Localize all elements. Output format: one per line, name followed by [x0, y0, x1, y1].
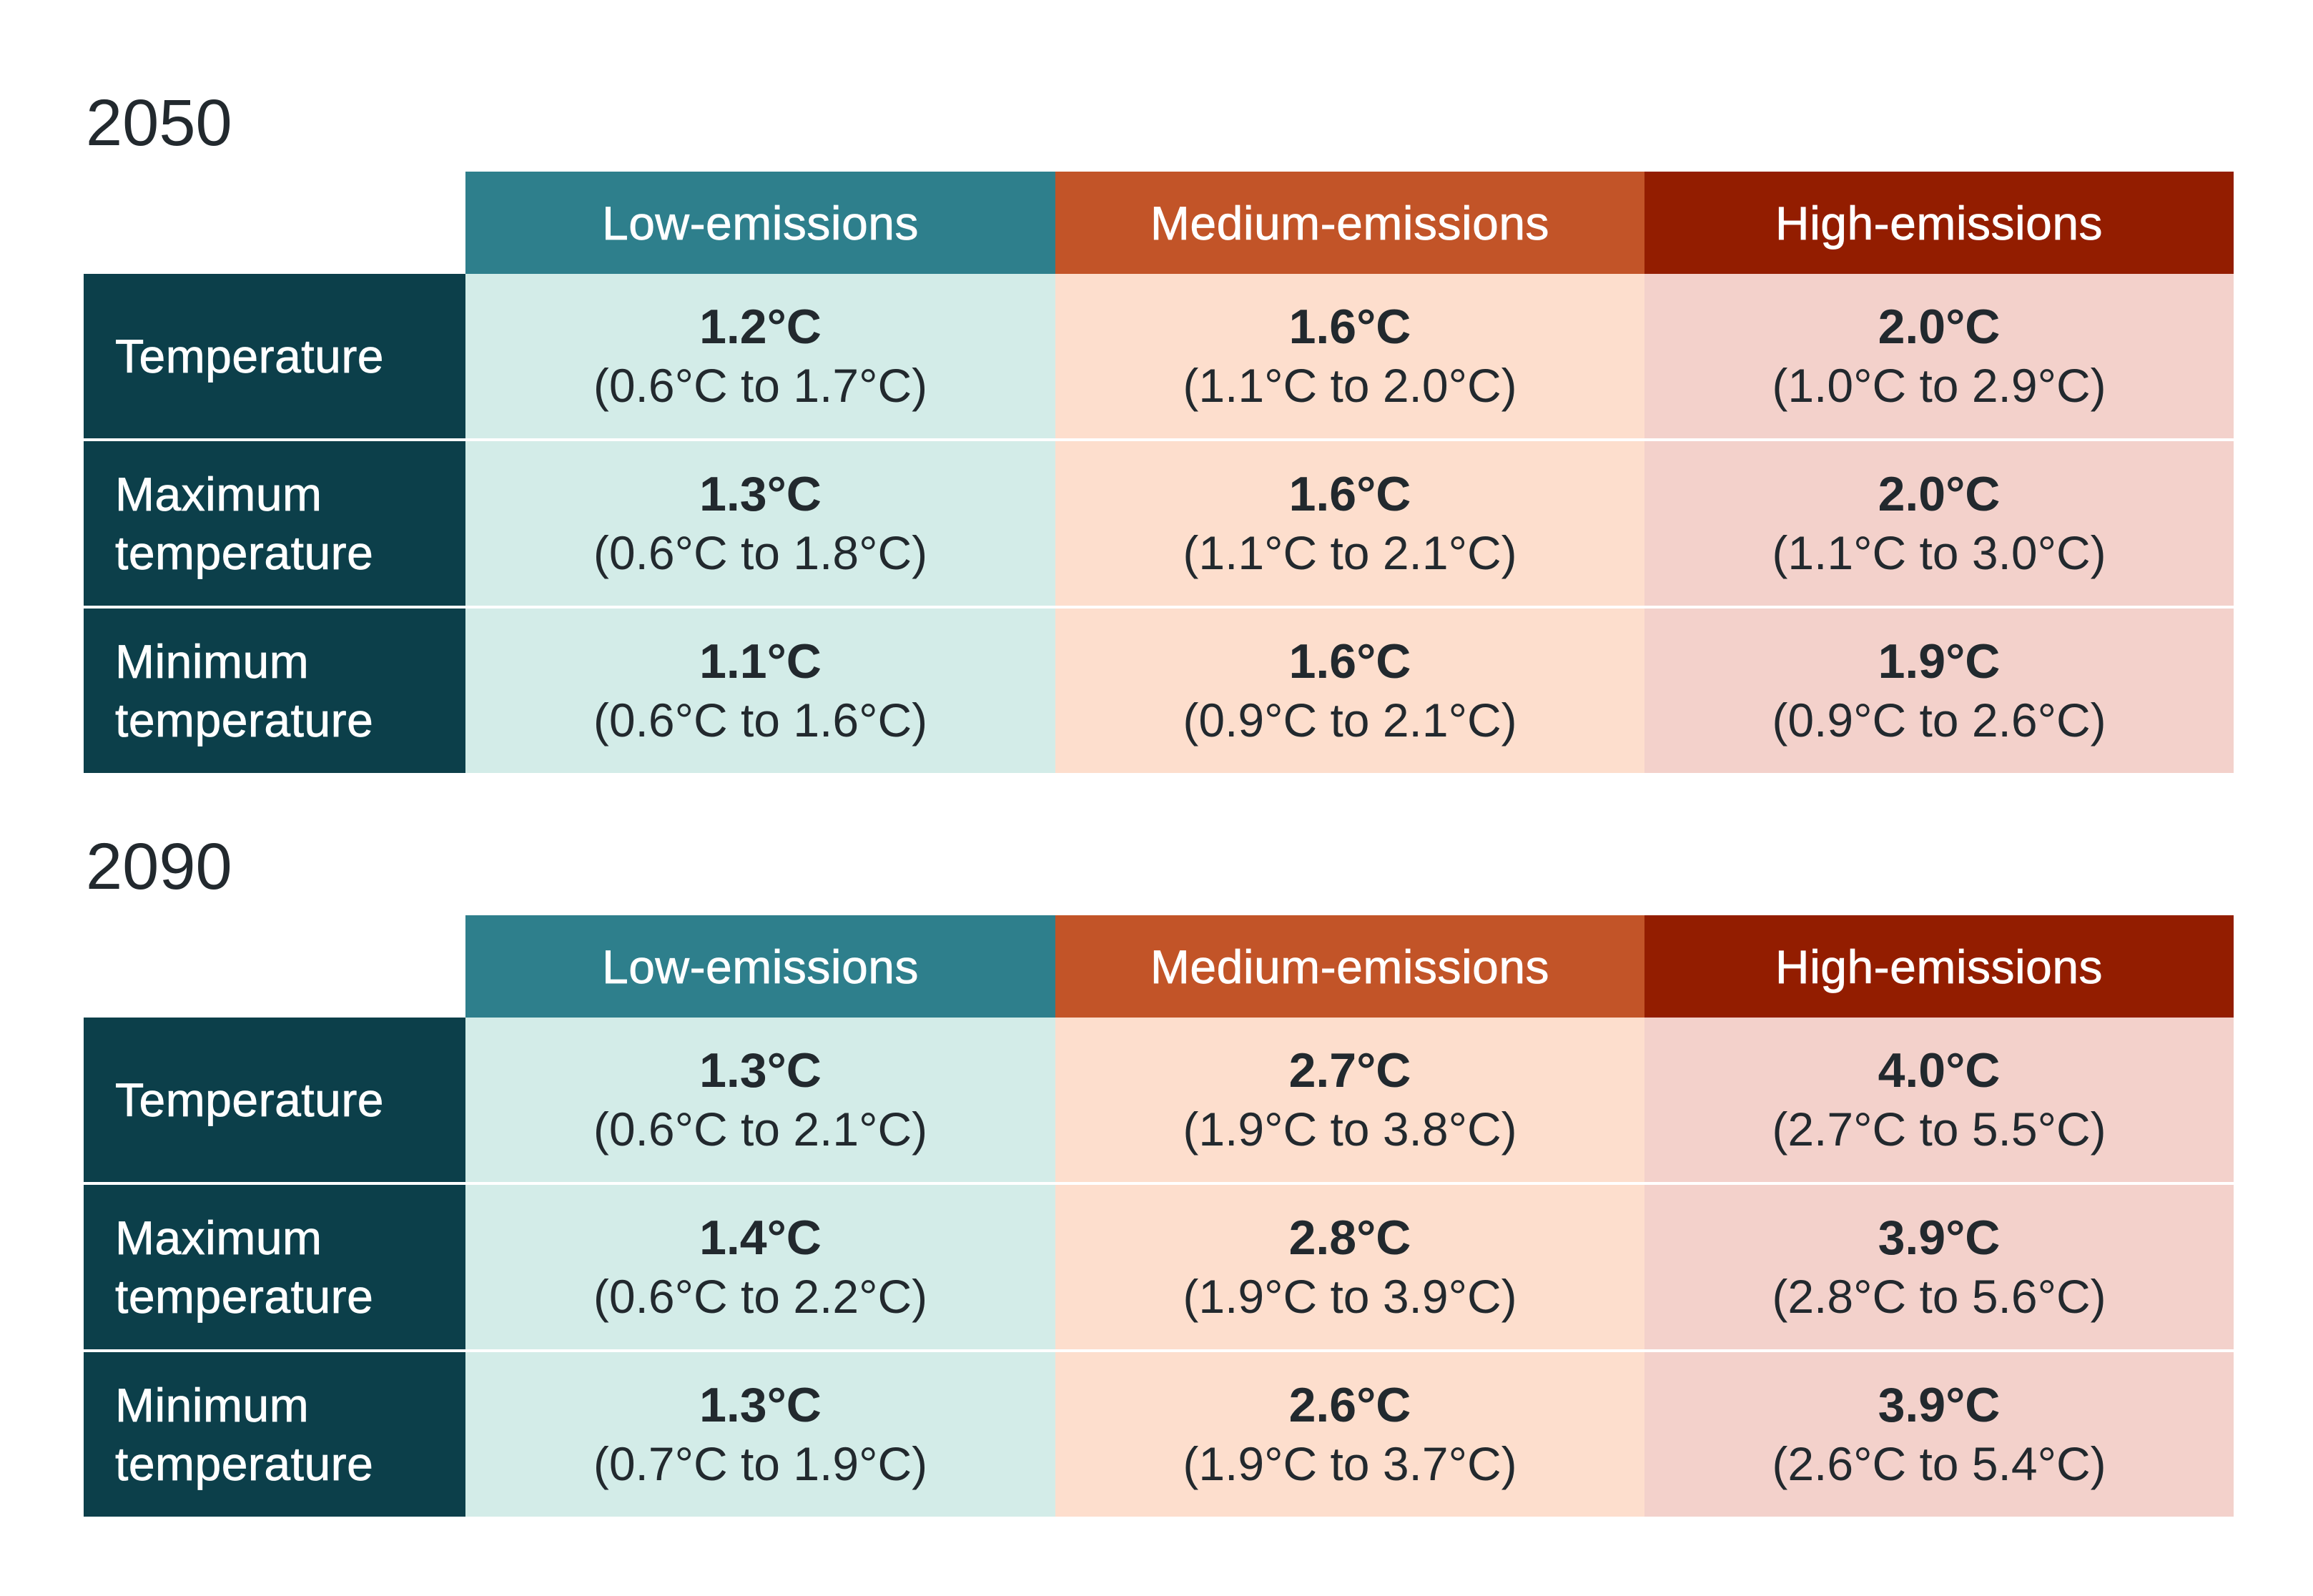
cell-range: (1.0°C to 2.9°C): [1772, 359, 2106, 412]
cell-value: 3.9°C: [1878, 1211, 2001, 1265]
cell-value: 1.9°C: [1878, 634, 2001, 689]
table-cell: 1.1°C (0.6°C to 1.6°C): [465, 609, 1055, 773]
table-cell: 1.3°C (0.7°C to 1.9°C): [465, 1352, 1055, 1517]
row-divider: [84, 606, 2234, 609]
projection-table: Low-emissions Medium-emissions High-emis…: [84, 915, 2234, 1517]
column-header-medium-emissions: Medium-emissions: [1055, 915, 1644, 1018]
row-label-maximum-temperature: Maximum temperature: [84, 1185, 465, 1349]
column-header-medium-emissions: Medium-emissions: [1055, 172, 1644, 274]
cell-range: (2.6°C to 5.4°C): [1772, 1437, 2106, 1490]
cell-range: (1.1°C to 2.1°C): [1183, 526, 1517, 579]
cell-value: 2.0°C: [1878, 467, 2001, 521]
column-header-label: Low-emissions: [602, 196, 919, 250]
cell-range: (0.9°C to 2.6°C): [1772, 694, 2106, 747]
table-cell: 3.9°C (2.6°C to 5.4°C): [1644, 1352, 2234, 1517]
table-cell: 1.6°C (1.1°C to 2.0°C): [1055, 274, 1644, 438]
table-cell: 2.0°C (1.0°C to 2.9°C): [1644, 274, 2234, 438]
cell-range: (1.9°C to 3.7°C): [1183, 1437, 1517, 1490]
column-header-label: Medium-emissions: [1150, 940, 1550, 993]
column-header-low-emissions: Low-emissions: [465, 172, 1055, 274]
column-header-label: Low-emissions: [602, 940, 919, 993]
cell-range: (1.9°C to 3.8°C): [1183, 1103, 1517, 1156]
cell-range: (1.9°C to 3.9°C): [1183, 1270, 1517, 1323]
cell-value: 1.6°C: [1288, 300, 1411, 354]
row-label-line: Minimum: [115, 635, 310, 689]
column-header-label: Medium-emissions: [1150, 196, 1550, 250]
table-cell: 1.3°C (0.6°C to 2.1°C): [465, 1018, 1055, 1182]
row-label-line: Temperature: [115, 330, 385, 383]
row-divider: [84, 1182, 2234, 1185]
row-label-line: temperature: [115, 526, 374, 580]
cell-range: (1.1°C to 3.0°C): [1772, 526, 2106, 579]
cell-range: (0.7°C to 1.9°C): [593, 1437, 928, 1490]
cell-value: 1.3°C: [699, 467, 822, 521]
row-label-maximum-temperature: Maximum temperature: [84, 441, 465, 606]
table-cell: 1.3°C (0.6°C to 1.8°C): [465, 441, 1055, 606]
column-header-low-emissions: Low-emissions: [465, 915, 1055, 1018]
cell-value: 2.0°C: [1878, 300, 2001, 354]
table-cell: 2.6°C (1.9°C to 3.7°C): [1055, 1352, 1644, 1517]
row-label-line: Maximum: [115, 1211, 322, 1265]
cell-range: (0.6°C to 2.1°C): [593, 1103, 928, 1156]
row-label-line: Maximum: [115, 468, 322, 521]
table-cell: 4.0°C (2.7°C to 5.5°C): [1644, 1018, 2234, 1182]
table-cell: 1.6°C (0.9°C to 2.1°C): [1055, 609, 1644, 773]
cell-value: 2.8°C: [1288, 1211, 1411, 1265]
row-divider: [84, 1349, 2234, 1352]
column-header-high-emissions: High-emissions: [1644, 915, 2234, 1018]
row-label-line: Minimum: [115, 1379, 310, 1432]
row-label-line: Temperature: [115, 1073, 385, 1127]
table-cell: 1.4°C (0.6°C to 2.2°C): [465, 1185, 1055, 1349]
row-label-temperature: Temperature: [84, 274, 465, 438]
cell-range: (2.7°C to 5.5°C): [1772, 1103, 2106, 1156]
table-corner: [84, 172, 465, 274]
table-corner: [84, 915, 465, 1018]
row-label-line: temperature: [115, 1270, 374, 1324]
column-header-label: High-emissions: [1775, 940, 2104, 993]
column-header-label: High-emissions: [1775, 196, 2104, 250]
cell-value: 3.9°C: [1878, 1378, 2001, 1432]
cell-range: (0.9°C to 2.1°C): [1183, 694, 1517, 747]
cell-value: 1.6°C: [1288, 634, 1411, 689]
cell-value: 1.3°C: [699, 1378, 822, 1432]
table-cell: 2.8°C (1.9°C to 3.9°C): [1055, 1185, 1644, 1349]
cell-value: 4.0°C: [1878, 1043, 2001, 1098]
table-cell: 1.6°C (1.1°C to 2.1°C): [1055, 441, 1644, 606]
year-heading: 2050: [86, 87, 232, 159]
cell-value: 1.3°C: [699, 1043, 822, 1098]
cell-range: (0.6°C to 1.8°C): [593, 526, 928, 579]
cell-value: 1.6°C: [1288, 467, 1411, 521]
row-label-temperature: Temperature: [84, 1018, 465, 1182]
cell-value: 2.7°C: [1288, 1043, 1411, 1098]
cell-value: 1.2°C: [699, 300, 822, 354]
cell-range: (0.6°C to 1.6°C): [593, 694, 928, 747]
row-divider: [84, 438, 2234, 441]
cell-range: (0.6°C to 2.2°C): [593, 1270, 928, 1323]
table-cell: 3.9°C (2.8°C to 5.6°C): [1644, 1185, 2234, 1349]
table-cell: 1.9°C (0.9°C to 2.6°C): [1644, 609, 2234, 773]
row-label-line: temperature: [115, 694, 374, 747]
year-heading: 2090: [86, 830, 232, 903]
row-label-minimum-temperature: Minimum temperature: [84, 1352, 465, 1517]
cell-range: (1.1°C to 2.0°C): [1183, 359, 1517, 412]
cell-value: 2.6°C: [1288, 1378, 1411, 1432]
table-cell: 2.7°C (1.9°C to 3.8°C): [1055, 1018, 1644, 1182]
cell-value: 1.1°C: [699, 634, 822, 689]
cell-range: (2.8°C to 5.6°C): [1772, 1270, 2106, 1323]
table-cell: 1.2°C (0.6°C to 1.7°C): [465, 274, 1055, 438]
table-cell: 2.0°C (1.1°C to 3.0°C): [1644, 441, 2234, 606]
column-header-high-emissions: High-emissions: [1644, 172, 2234, 274]
projection-table: Low-emissions Medium-emissions High-emis…: [84, 172, 2234, 773]
cell-value: 1.4°C: [699, 1211, 822, 1265]
cell-range: (0.6°C to 1.7°C): [593, 359, 928, 412]
row-label-minimum-temperature: Minimum temperature: [84, 609, 465, 773]
row-label-line: temperature: [115, 1437, 374, 1491]
